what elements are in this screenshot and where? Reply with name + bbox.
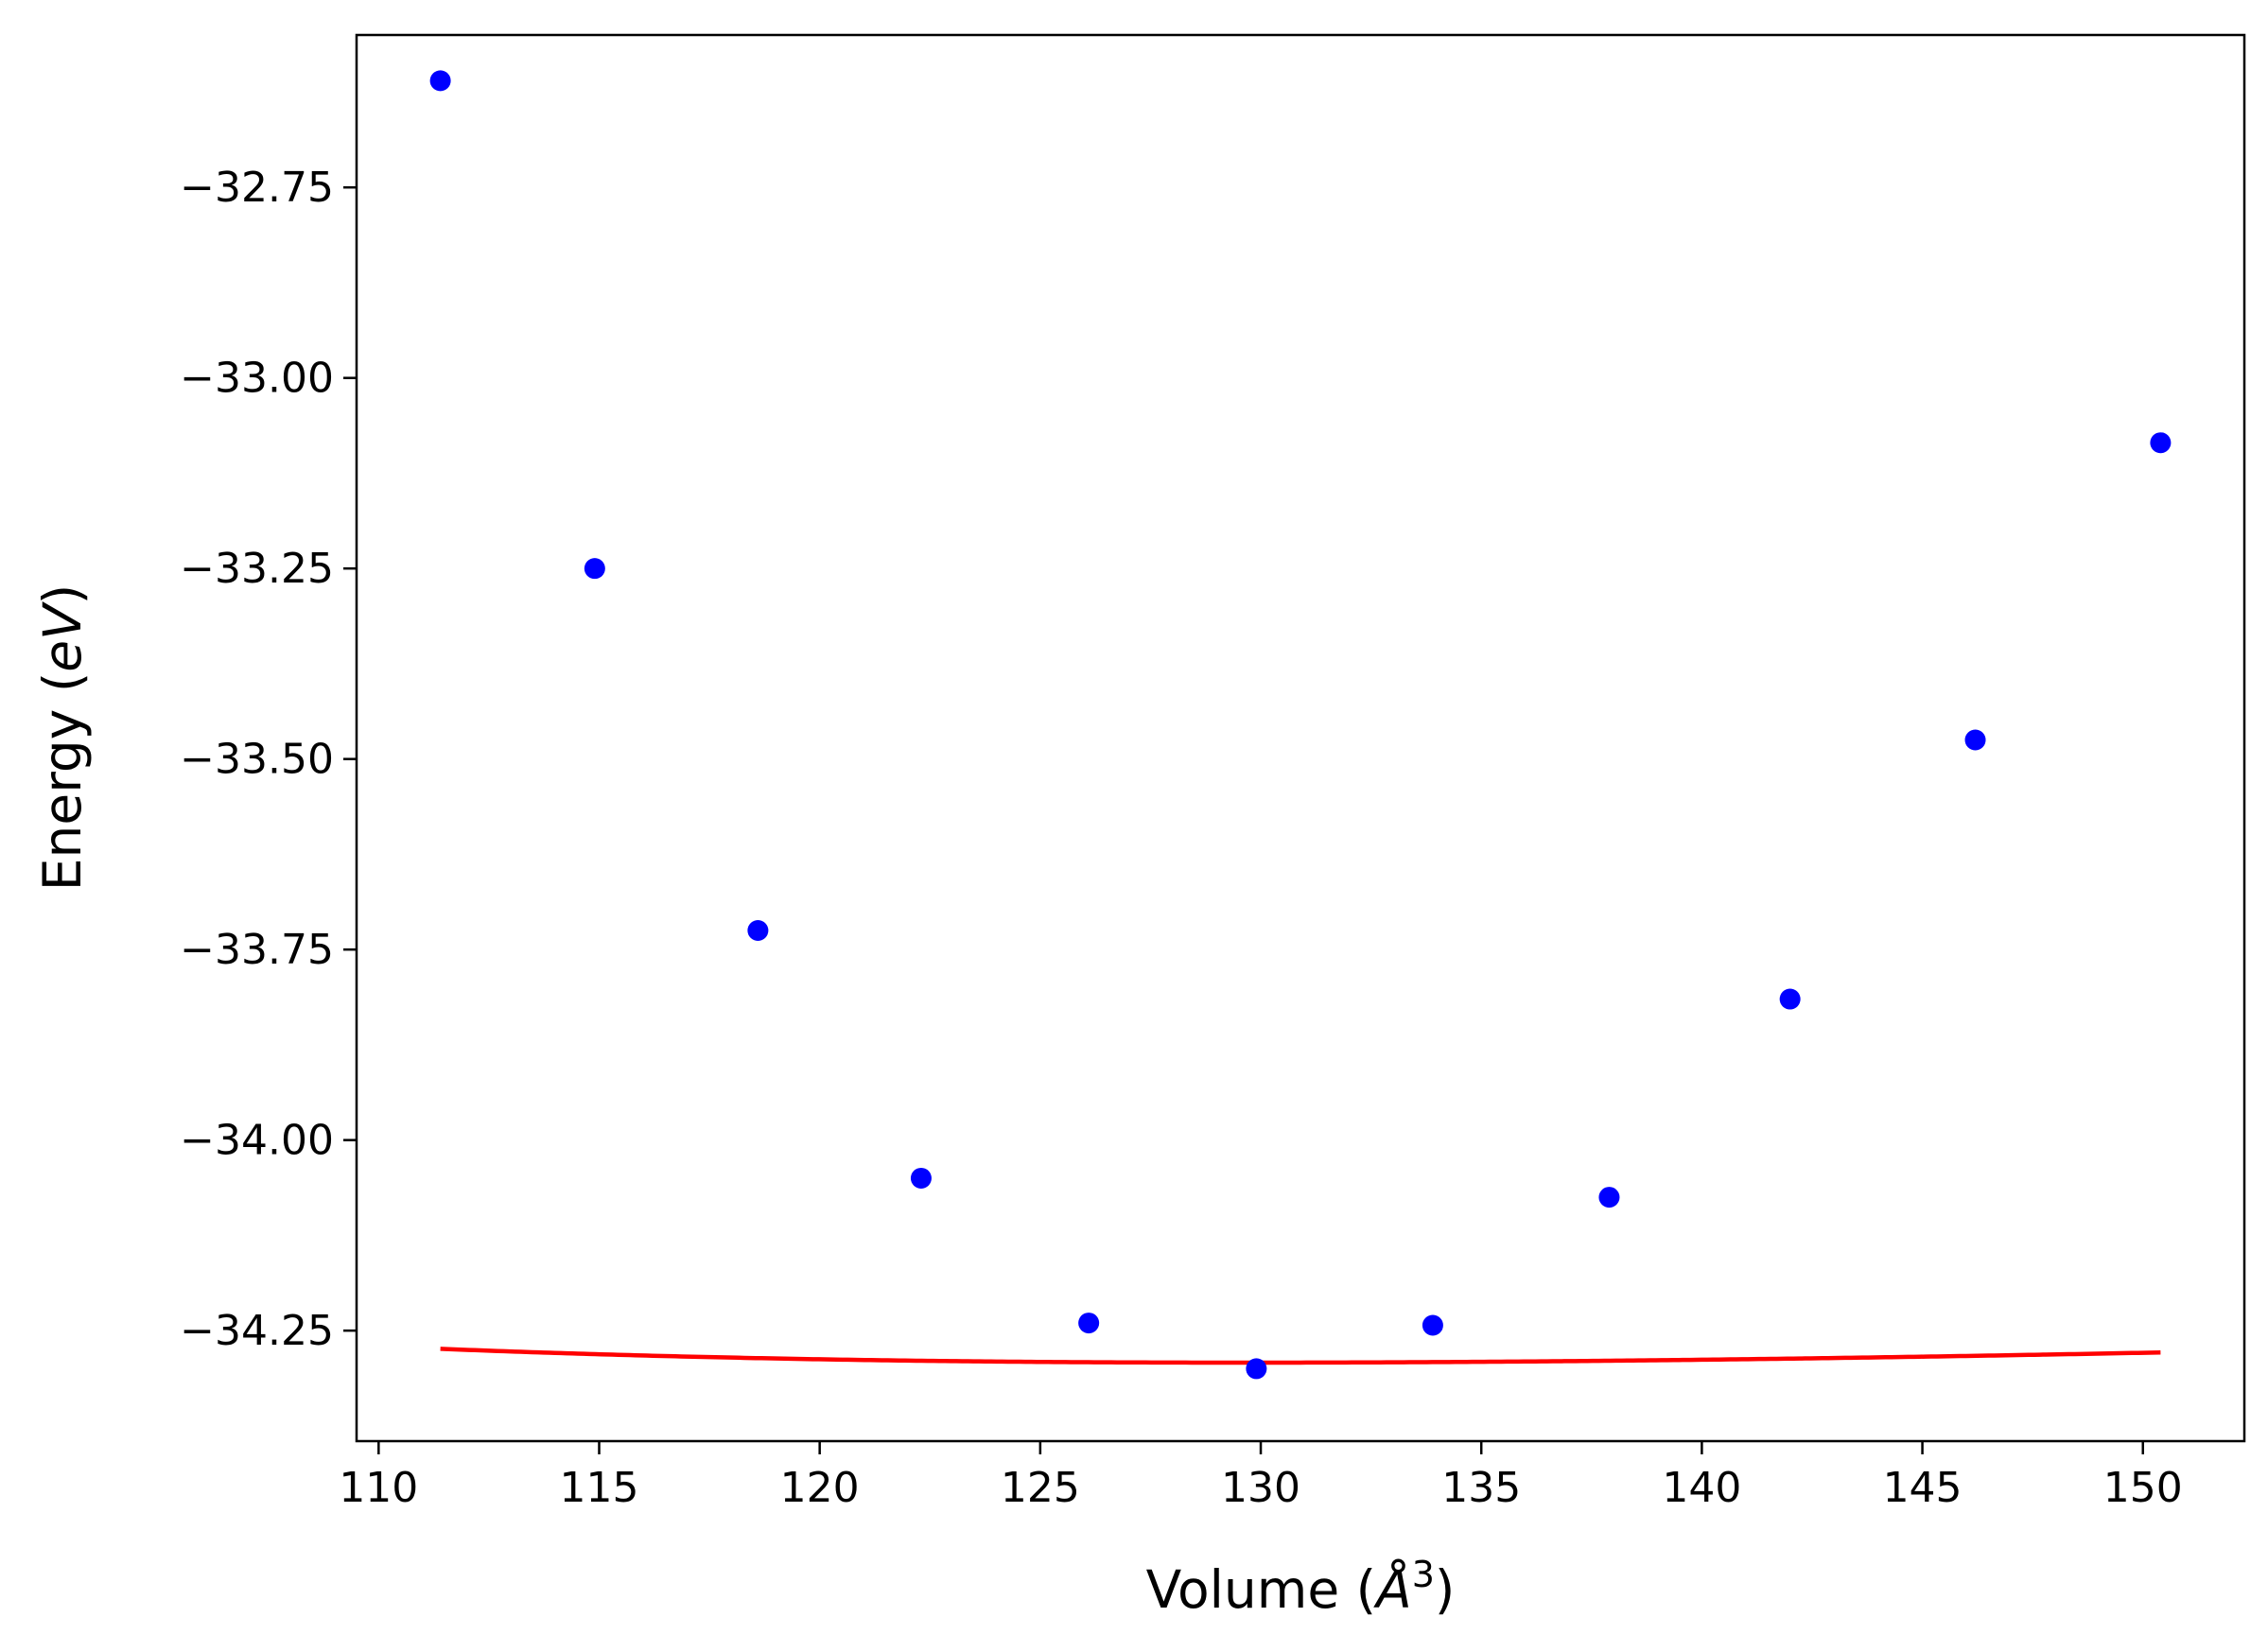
y-axis-label: Energy (eV) [32,584,93,891]
x-axis-label: Volume (Å3) [1146,1554,1456,1620]
x-tick-label: 140 [1662,1464,1741,1512]
x-tick-label: 120 [780,1464,860,1512]
data-point [584,558,605,580]
x-tick-label: 130 [1221,1464,1300,1512]
y-tick-label: −33.50 [180,736,334,784]
y-tick-label: −33.25 [180,545,334,593]
data-point [910,1167,932,1189]
x-tick-label: 115 [560,1464,639,1512]
y-tick-label: −34.00 [180,1117,334,1165]
data-point [1246,1358,1267,1380]
y-tick-label: −32.75 [180,164,334,212]
x-tick-label: 125 [1001,1464,1080,1512]
data-point [1598,1187,1620,1209]
ticks-layer: 110 115 120 125 130 135 140 145 150 −32.75 −33.00 −… [180,164,2183,1512]
data-point [1422,1314,1443,1336]
data-point [1779,988,1801,1010]
y-tick-label: −33.00 [180,355,334,403]
y-axis-label-prefix: Energy ( [32,672,93,892]
x-axis-label-unit: Å [1373,1558,1412,1620]
y-axis-label-unit: eV [32,601,93,672]
data-point [2150,432,2172,454]
plot-layer [429,70,2172,1380]
fit-curve [440,1347,2161,1365]
x-tick-label: 110 [339,1464,418,1512]
y-tick-label: −33.75 [180,926,334,974]
x-axis-label-exponent: 3 [1412,1554,1435,1595]
x-tick-label: 150 [2103,1464,2183,1512]
y-axis-label-suffix: ) [32,584,93,604]
data-point [1078,1313,1100,1334]
y-tick-label: −34.25 [180,1307,334,1355]
plot-frame [355,33,2246,1443]
x-axis-label-prefix: Volume ( [1146,1559,1377,1620]
x-axis-label-suffix: ) [1435,1559,1455,1620]
x-tick-label: 135 [1441,1464,1521,1512]
data-point [1964,729,1986,751]
x-tick-label: 145 [1883,1464,1963,1512]
data-point [747,920,769,942]
data-point [429,70,451,92]
